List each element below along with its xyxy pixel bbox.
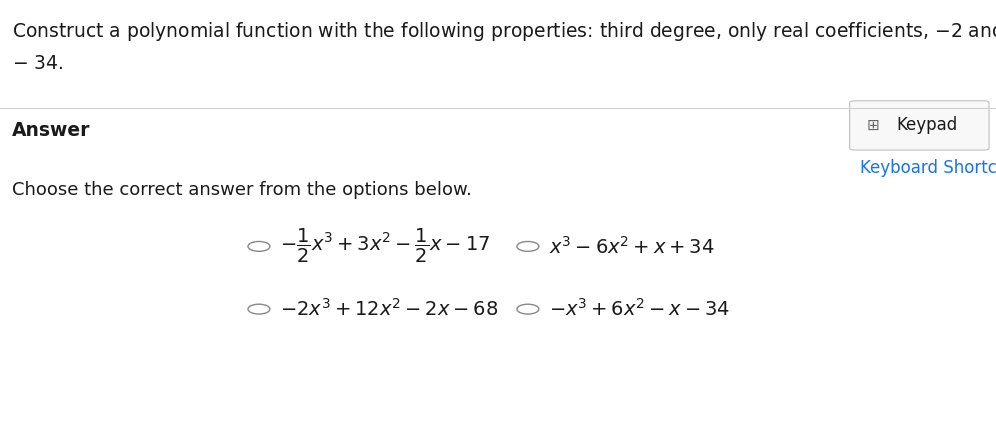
Text: $-$ 34.: $-$ 34. <box>12 54 64 73</box>
Text: Choose the correct answer from the options below.: Choose the correct answer from the optio… <box>12 181 472 199</box>
Text: Construct a polynomial function with the following properties: third degree, onl: Construct a polynomial function with the… <box>12 20 996 43</box>
Text: ⊞: ⊞ <box>867 118 879 133</box>
Text: Answer: Answer <box>12 121 91 140</box>
Text: $-2x^3 + 12x^2 - 2x - 68$: $-2x^3 + 12x^2 - 2x - 68$ <box>280 298 498 320</box>
Text: $x^3 - 6x^2 + x + 34$: $x^3 - 6x^2 + x + 34$ <box>549 236 714 257</box>
Text: Keyboard Shortcuts: Keyboard Shortcuts <box>860 159 996 177</box>
Text: Keypad: Keypad <box>896 116 957 134</box>
Text: $-x^3 + 6x^2 - x - 34$: $-x^3 + 6x^2 - x - 34$ <box>549 298 730 320</box>
Text: $-\dfrac{1}{2}x^3 + 3x^2 - \dfrac{1}{2}x - 17$: $-\dfrac{1}{2}x^3 + 3x^2 - \dfrac{1}{2}x… <box>280 228 490 265</box>
FancyBboxPatch shape <box>850 101 989 150</box>
